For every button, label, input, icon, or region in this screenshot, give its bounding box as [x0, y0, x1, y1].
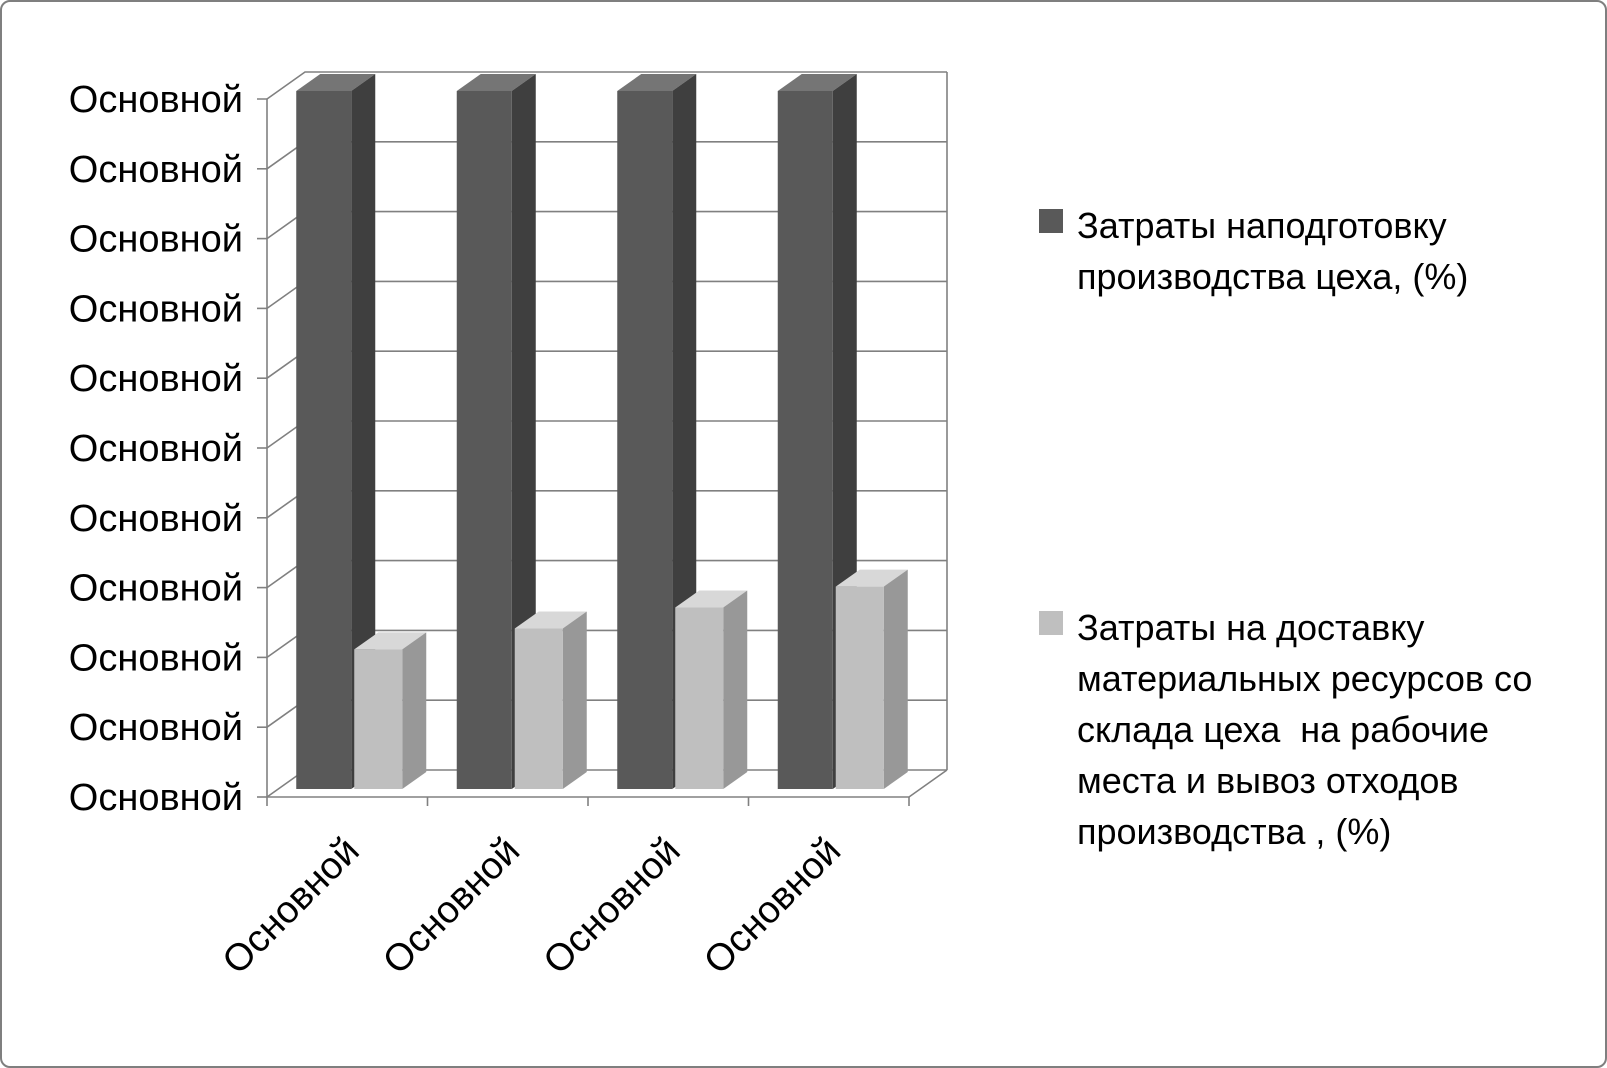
bar-series2-front: [675, 607, 724, 789]
bar-series1-top: [456, 74, 536, 91]
bar-series1-front: [777, 91, 833, 789]
y-axis-label: Основной: [69, 219, 243, 261]
x-axis-label: Основной: [215, 830, 368, 983]
bar-series1-side: [351, 74, 376, 789]
bar-series1-top: [777, 74, 857, 91]
legend-label-series2: Затраты на доставку материальных ресурсо…: [1077, 607, 1543, 853]
bar-series1-front: [296, 91, 352, 789]
bar-series1-side: [511, 74, 536, 789]
y-axis-label: Основной: [69, 428, 243, 470]
x-axis-label: Основной: [696, 830, 849, 983]
legend-swatch-dark: [1039, 209, 1063, 233]
y-axis-label: Основной: [69, 568, 243, 610]
x-axis-label: Основной: [375, 830, 528, 983]
bar-series1-front: [456, 91, 512, 789]
bar-series2-side: [883, 569, 908, 789]
legend-item-series1: Затраты наподготовку производства цеха, …: [1039, 200, 1599, 302]
bar-series2-side: [402, 632, 427, 789]
y-axis-label: Основной: [69, 358, 243, 400]
bar-series2-side: [562, 611, 587, 789]
legend-item-series2: Затраты на доставку материальных ресурсо…: [1039, 602, 1599, 858]
legend-swatch-light: [1039, 611, 1063, 635]
plot-3d: Основной Основной Основной ОсновнойОсновной…: [69, 71, 948, 983]
x-axis-label: Основной: [536, 830, 689, 983]
legend-label-series1: Затраты наподготовку производства цеха, …: [1077, 205, 1469, 298]
y-axis-label: Основной: [69, 637, 243, 679]
gridline: [266, 71, 947, 100]
y-axis-label: Основной: [69, 707, 243, 749]
bar-series2-front: [514, 628, 563, 789]
legend: Затраты наподготовку производства цеха, …: [1017, 2, 1602, 1066]
y-axis-label: Основной: [69, 288, 243, 330]
bar-series1-top: [296, 74, 376, 91]
y-axis-label: Основной: [69, 777, 243, 819]
bar-series2-side: [723, 590, 748, 789]
y-axis-label: Основной: [69, 149, 243, 191]
bar-series2-front: [354, 649, 403, 789]
bar-series1-front: [617, 91, 673, 789]
y-axis-label: Основной: [69, 498, 243, 540]
bar-series2-front: [835, 586, 884, 789]
y-axis-label: Основной: [69, 79, 243, 121]
bar-series1-top: [617, 74, 697, 91]
